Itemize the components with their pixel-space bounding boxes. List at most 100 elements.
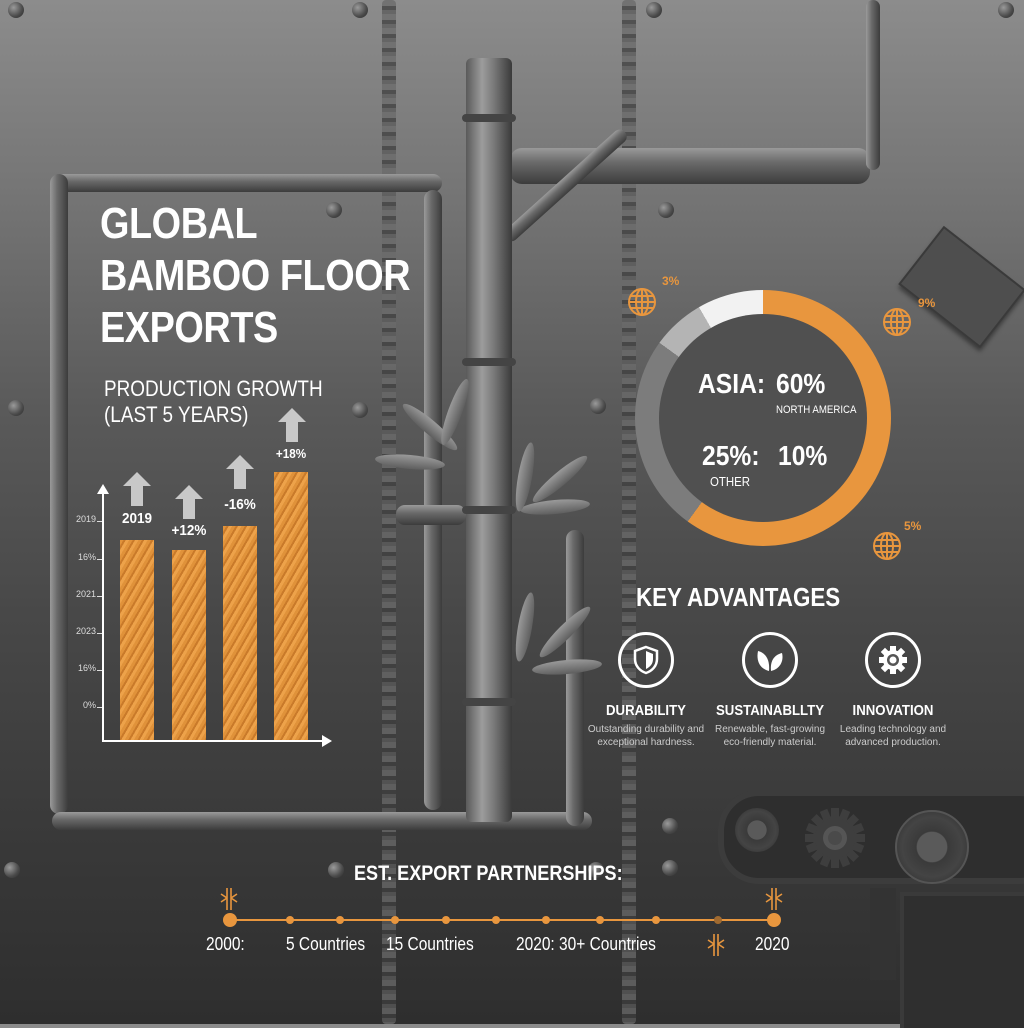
machine-panel: [900, 892, 1024, 1028]
timeline-dot: [652, 916, 660, 924]
advantage-description: Leading technology and advanced producti…: [828, 723, 958, 749]
rivet: [328, 862, 344, 878]
timeline-dot: [492, 916, 500, 924]
desc-line: Leading technology and: [839, 724, 947, 735]
timeline-dot: [542, 916, 550, 924]
y-tick-label: 16%: [77, 552, 96, 562]
timeline-title: EST. EXPORT PARTNERSHIPS:: [354, 862, 623, 885]
timeline-dot: [596, 916, 604, 924]
timeline-label: 15 Countries: [386, 934, 474, 954]
shield-icon: [618, 632, 674, 688]
rivet: [998, 2, 1014, 18]
pipe: [566, 530, 584, 826]
asia-label: ASIA:: [698, 368, 766, 399]
advantage-name: INNOVATION: [852, 702, 934, 719]
desc-line: eco-friendly material.: [723, 737, 817, 748]
desc-line: Renewable, fast-growing: [714, 724, 826, 735]
bamboo-leaf: [519, 496, 591, 518]
bar-label: -16%: [224, 496, 256, 513]
timeline-dot: [286, 916, 294, 924]
bamboo-marker-icon: [765, 888, 783, 910]
rivet: [588, 862, 604, 878]
x-axis-arrow-icon: [322, 735, 332, 747]
up-arrow-icon: [226, 455, 254, 489]
rivet: [352, 402, 368, 418]
advantage-description: Renewable, fast-growing eco-friendly mat…: [705, 723, 835, 749]
up-arrow-icon: [278, 408, 306, 442]
timeline-end-dot: [767, 913, 781, 927]
rivet: [326, 202, 342, 218]
metal-plate: [898, 225, 1024, 349]
bamboo-node: [462, 114, 516, 122]
y-tick-mark: [97, 596, 102, 597]
y-tick-mark: [97, 559, 102, 560]
y-tick-label: 0%: [82, 700, 96, 710]
timeline-line: [230, 919, 775, 921]
rivet: [4, 862, 20, 878]
bar: [274, 472, 308, 740]
weld-seam-right: [622, 0, 636, 1024]
title-line: GLOBAL: [100, 199, 258, 248]
gear-decor-icon: [805, 808, 865, 868]
share-value-left: 25%:: [702, 440, 760, 471]
conveyor-wheel: [735, 808, 779, 852]
page-title: GLOBAL BAMBOO FLOOR EXPORTS: [100, 198, 411, 354]
globe-percent: 9%: [918, 296, 936, 310]
globe-icon: [883, 308, 911, 336]
bar: [120, 540, 154, 740]
x-axis: [102, 740, 324, 742]
bar-label: 2019: [121, 510, 153, 527]
globe-icon: [628, 288, 656, 316]
pipe: [501, 126, 630, 245]
title-line: BAMBOO FLOOR: [100, 251, 411, 300]
north-america-label: NORTH AMERICA: [776, 404, 857, 416]
advantage-durability: DURABILITY Outstanding durability and ex…: [581, 632, 711, 749]
advantage-description: Outstanding durability and exceptional h…: [581, 723, 711, 749]
bar-label: +18%: [275, 446, 307, 461]
rivet: [8, 400, 24, 416]
bamboo-node: [462, 358, 516, 366]
bamboo-leaf: [528, 451, 592, 507]
pipe: [866, 0, 880, 170]
globe-icon: [873, 532, 901, 560]
timeline-dot: [442, 916, 450, 924]
advantages-title: KEY ADVANTAGES: [636, 582, 841, 612]
chart-subtitle: PRODUCTION GROWTH (LAST 5 YEARS): [104, 376, 323, 428]
y-axis: [102, 492, 104, 740]
desc-line: exceptional hardness.: [597, 737, 695, 748]
advantage-innovation: INNOVATION Leading technology and advanc…: [828, 632, 958, 749]
y-tick-label: 2019: [75, 514, 96, 524]
timeline-label: 2000:: [206, 934, 245, 954]
weld-seam-left: [382, 0, 396, 1024]
globe-percent: 3%: [662, 274, 680, 288]
rivet: [662, 818, 678, 834]
rivet: [646, 2, 662, 18]
bamboo-leaf: [512, 591, 538, 663]
bar: [172, 550, 206, 740]
asia-value: 60%: [776, 368, 826, 399]
pipe: [424, 190, 442, 810]
machine-support: [870, 888, 896, 980]
advantage-name: SUSTAINABLLTY: [715, 702, 825, 719]
gear-icon: [865, 632, 921, 688]
bar-label: +12%: [171, 522, 207, 539]
up-arrow-icon: [175, 485, 203, 519]
y-axis-arrow-icon: [97, 484, 109, 494]
timeline-label: 2020: 30+ Countries: [516, 934, 656, 954]
leaf-icon: [742, 632, 798, 688]
rivet: [590, 398, 606, 414]
timeline-dot: [391, 916, 399, 924]
share-value-right: 10%: [778, 440, 828, 471]
y-tick-mark: [97, 670, 102, 671]
globe-percent: 5%: [904, 519, 922, 533]
pipe: [52, 174, 442, 192]
bar: [223, 526, 257, 740]
bamboo-marker-icon: [220, 888, 238, 910]
y-tick-label: 16%: [77, 663, 96, 673]
advantage-name: DURABILITY: [606, 702, 686, 719]
desc-line: Outstanding durability and: [587, 724, 705, 735]
timeline-label: 5 Countries: [286, 934, 366, 954]
bamboo-node: [462, 698, 516, 706]
rivet: [658, 202, 674, 218]
timeline-start-dot: [223, 913, 237, 927]
